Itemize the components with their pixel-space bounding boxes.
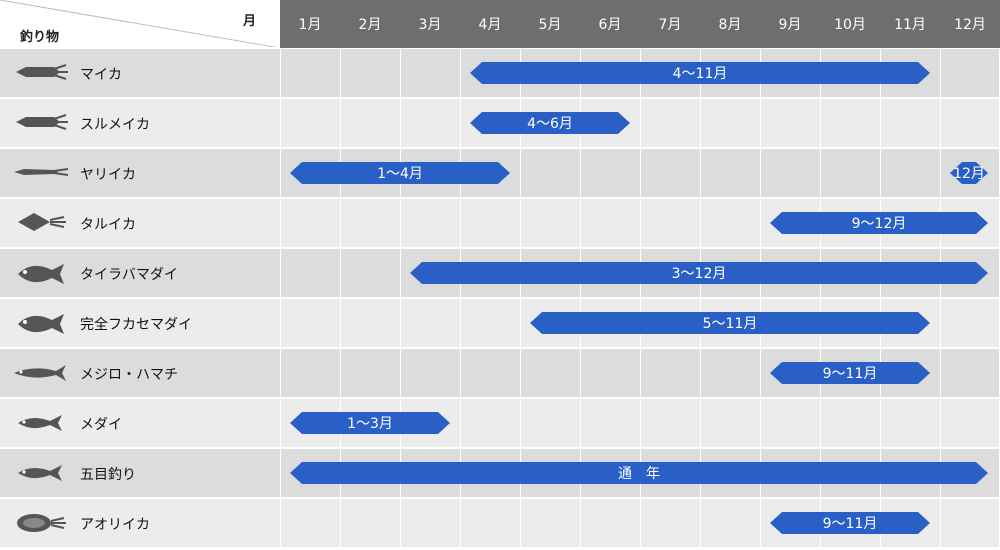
grid-line-vertical bbox=[340, 0, 341, 550]
chart-row bbox=[0, 498, 1000, 548]
squid-icon bbox=[16, 114, 68, 130]
fish-icon bbox=[18, 415, 62, 431]
grid-line-horizontal bbox=[0, 97, 1000, 99]
row-label: タイラバマダイ bbox=[80, 267, 178, 283]
month-header-10: 10月 bbox=[820, 0, 880, 48]
grid-line-vertical bbox=[700, 0, 701, 550]
grid-line-horizontal bbox=[0, 497, 1000, 499]
row-header-label: 釣り物 bbox=[20, 30, 60, 45]
row-label: ヤリイカ bbox=[80, 167, 136, 183]
grid-line-vertical bbox=[640, 0, 641, 550]
row-label: スルメイカ bbox=[80, 117, 150, 133]
grid-line-horizontal bbox=[0, 47, 1000, 49]
grid-line-horizontal bbox=[0, 197, 1000, 199]
month-header-7: 7月 bbox=[640, 0, 700, 48]
grid-line-vertical bbox=[760, 0, 761, 550]
grid-line-vertical bbox=[400, 0, 401, 550]
chart-row bbox=[0, 198, 1000, 248]
row-label: 完全フカセマダイ bbox=[80, 317, 192, 333]
cuttlefish-icon bbox=[17, 514, 66, 532]
grid-line-vertical bbox=[880, 0, 881, 550]
row-label: 五目釣り bbox=[80, 467, 136, 483]
month-header-2: 2月 bbox=[340, 0, 400, 48]
chart-row bbox=[0, 398, 1000, 448]
month-header-4: 4月 bbox=[460, 0, 520, 48]
month-header-5: 5月 bbox=[520, 0, 580, 48]
grid-line-horizontal bbox=[0, 547, 1000, 549]
grid-line-vertical bbox=[460, 0, 461, 550]
grid-line-vertical bbox=[520, 0, 521, 550]
diamond-squid-icon bbox=[18, 213, 66, 231]
grid-line-vertical bbox=[940, 0, 941, 550]
row-label: マイカ bbox=[80, 67, 122, 83]
month-header-9: 9月 bbox=[760, 0, 820, 48]
month-header-8: 8月 bbox=[700, 0, 760, 48]
row-label: アオリイカ bbox=[80, 517, 150, 533]
sea-bream-icon bbox=[18, 264, 64, 284]
yellowtail-icon bbox=[14, 365, 66, 381]
chart-row bbox=[0, 148, 1000, 198]
row-label: メジロ・ハマチ bbox=[80, 367, 178, 383]
chart-row bbox=[0, 448, 1000, 498]
chart-row bbox=[0, 98, 1000, 148]
grid-line-horizontal bbox=[0, 297, 1000, 299]
grid-line-horizontal bbox=[0, 147, 1000, 149]
month-header-6: 6月 bbox=[580, 0, 640, 48]
grid-line-horizontal bbox=[0, 397, 1000, 399]
chart-row bbox=[0, 48, 1000, 98]
column-header-label: 月 bbox=[243, 14, 257, 29]
grid-line-vertical bbox=[280, 0, 281, 550]
grid-line-horizontal bbox=[0, 347, 1000, 349]
spear-squid-icon bbox=[14, 168, 69, 176]
month-header-3: 3月 bbox=[400, 0, 460, 48]
month-header-1: 1月 bbox=[280, 0, 340, 48]
month-header-11: 11月 bbox=[880, 0, 940, 48]
squid-icon bbox=[16, 64, 68, 80]
grid-line-horizontal bbox=[0, 447, 1000, 449]
sea-bream-icon bbox=[18, 314, 64, 334]
header-corner: 釣り物 月 bbox=[0, 0, 280, 48]
row-label: メダイ bbox=[80, 417, 122, 433]
grid-line-vertical bbox=[820, 0, 821, 550]
month-header-12: 12月 bbox=[940, 0, 1000, 48]
row-label: タルイカ bbox=[80, 217, 136, 233]
grid-line-vertical bbox=[580, 0, 581, 550]
corner-diagonal bbox=[0, 0, 280, 48]
grid-line-horizontal bbox=[0, 247, 1000, 249]
fish-icon bbox=[18, 465, 62, 481]
